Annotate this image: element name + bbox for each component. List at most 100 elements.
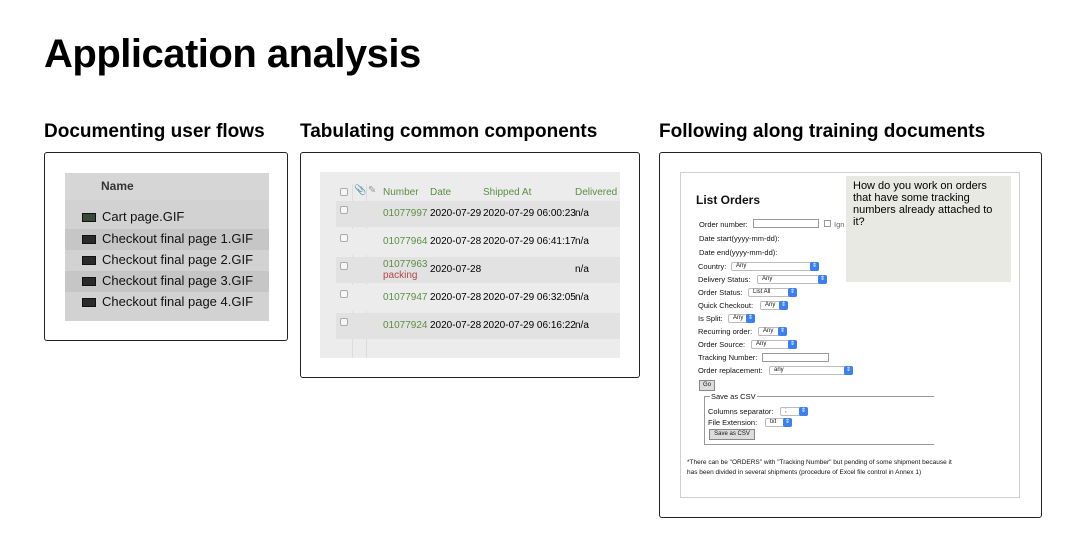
columns-separator-label: Columns separator: <box>708 407 774 416</box>
column-header-number[interactable]: Number <box>383 187 419 198</box>
order-replacement-select[interactable]: any ⇕ <box>769 366 853 375</box>
row-checkbox[interactable] <box>340 262 348 270</box>
table-row[interactable]: 01077947 2020-07-28 2020-07-29 06:32:05 … <box>336 285 620 311</box>
order-number-link[interactable]: 01077947 <box>383 292 428 303</box>
attachment-icon: 📎 <box>354 185 367 196</box>
order-number-input[interactable] <box>753 219 819 228</box>
chevron-up-down-icon: ⇕ <box>783 418 792 427</box>
table-header-row: 📎 ✎ Number Date Shipped At Delivered <box>320 184 620 200</box>
chevron-up-down-icon: ⇕ <box>810 262 819 271</box>
order-source-select[interactable]: Any ⇕ <box>751 340 797 349</box>
edit-icon: ✎ <box>368 185 377 196</box>
file-row[interactable]: Checkout final page 3.GIF <box>65 271 269 292</box>
chevron-up-down-icon: ⇕ <box>818 275 827 284</box>
shipped-at: 2020-07-29 06:32:05 <box>483 292 576 303</box>
gif-file-icon <box>82 213 96 222</box>
recurring-order-value: Any <box>763 328 774 334</box>
save-as-csv-button[interactable]: Save as CSV <box>709 429 755 440</box>
row-checkbox[interactable] <box>340 206 348 214</box>
file-row[interactable]: Checkout final page 2.GIF <box>65 250 269 271</box>
table-row[interactable]: 01077997 2020-07-29 2020-07-29 06:00:23 … <box>336 201 620 227</box>
select-all-checkbox[interactable] <box>340 188 348 196</box>
file-name: Cart page.GIF <box>102 209 185 224</box>
order-date: 2020-07-28 <box>430 320 482 331</box>
column-header-date[interactable]: Date <box>430 187 452 198</box>
file-row[interactable]: Checkout final page 4.GIF <box>65 292 269 313</box>
save-as-csv-legend: Save as CSV <box>710 392 757 401</box>
training-docs-card: List Orders How do you work on orders th… <box>659 152 1042 518</box>
order-number-link[interactable]: 01077963 <box>383 259 428 270</box>
delivery-status-label: Delivery Status: <box>698 275 751 284</box>
section-title-user-flows: Documenting user flows <box>44 121 265 142</box>
table-row[interactable]: 01077964 2020-07-28 2020-07-29 06:41:17 … <box>336 229 620 255</box>
ign-checkbox[interactable] <box>824 220 831 227</box>
file-list-header: Name <box>65 173 269 200</box>
country-select[interactable]: Any ⇕ <box>731 262 819 271</box>
gif-file-icon <box>82 256 96 265</box>
order-source-label: Order Source: <box>698 340 746 349</box>
tooltip-comment: How do you work on orders that have some… <box>846 176 1011 282</box>
chevron-up-down-icon: ⇕ <box>779 301 788 310</box>
delivered: n/a <box>575 264 589 275</box>
order-status-label: packing <box>383 270 418 281</box>
country-label: Country: <box>698 262 727 271</box>
shipped-at: 2020-07-29 06:00:23 <box>483 208 576 219</box>
date-end-label: Date end(yyyy-mm-dd): <box>699 248 778 257</box>
file-row[interactable]: Cart page.GIF <box>65 207 269 228</box>
file-row[interactable]: Checkout final page 1.GIF <box>65 229 269 250</box>
file-extension-select[interactable]: txt ⇕ <box>765 418 792 427</box>
order-date: 2020-07-28 <box>430 236 482 247</box>
row-checkbox[interactable] <box>340 318 348 326</box>
row-checkbox[interactable] <box>340 290 348 298</box>
delivered: n/a <box>575 236 589 247</box>
table-row[interactable]: 01077963 packing 2020-07-28 n/a <box>336 257 620 283</box>
order-number-link[interactable]: 01077924 <box>383 320 428 331</box>
recurring-order-label: Recurring order: <box>698 327 753 336</box>
chevron-up-down-icon: ⇕ <box>799 407 808 416</box>
delivered: n/a <box>575 320 589 331</box>
go-button[interactable]: Go <box>699 380 715 391</box>
delivery-status-select[interactable]: Any ⇕ <box>757 275 827 284</box>
quick-checkout-label: Quick Checkout: <box>698 301 754 310</box>
file-name: Checkout final page 1.GIF <box>102 231 254 246</box>
order-date: 2020-07-28 <box>430 292 482 303</box>
quick-checkout-select[interactable]: Any ⇕ <box>760 301 788 310</box>
list-orders-title: List Orders <box>696 193 761 207</box>
save-as-csv-fieldset <box>704 396 934 445</box>
country-value: Any <box>736 263 747 269</box>
orders-table: 📎 ✎ Number Date Shipped At Delivered 010… <box>320 172 620 358</box>
is-split-label: Is Split: <box>698 314 723 323</box>
file-extension-value: txt <box>770 419 777 425</box>
recurring-order-select[interactable]: Any ⇕ <box>758 327 787 336</box>
is-split-value: Any <box>733 315 744 321</box>
date-start-label: Date start(yyyy-mm-dd): <box>699 234 780 243</box>
ign-label: Ign <box>834 220 845 229</box>
tracking-number-input[interactable] <box>762 353 829 362</box>
file-name: Checkout final page 2.GIF <box>102 252 254 267</box>
gif-file-icon <box>82 235 96 244</box>
chevron-up-down-icon: ⇕ <box>844 366 853 375</box>
columns-separator-value: ; <box>785 408 787 414</box>
table-row[interactable]: 01077924 2020-07-28 2020-07-29 06:16:22 … <box>336 313 620 339</box>
columns-separator-select[interactable]: ; ⇕ <box>780 407 808 416</box>
order-source-value: Any <box>756 341 767 347</box>
order-replacement-value: any <box>774 367 784 373</box>
shipped-at: 2020-07-29 06:16:22 <box>483 320 576 331</box>
column-header-shipped-at[interactable]: Shipped At <box>483 187 532 198</box>
page-title: Application analysis <box>44 32 421 76</box>
order-status-value: List All <box>753 289 771 295</box>
order-number-link[interactable]: 01077964 <box>383 236 428 247</box>
is-split-select[interactable]: Any ⇕ <box>728 314 755 323</box>
row-checkbox[interactable] <box>340 234 348 242</box>
gif-file-icon <box>82 277 96 286</box>
order-number-link[interactable]: 01077997 <box>383 208 428 219</box>
list-orders-form: List Orders How do you work on orders th… <box>680 172 1020 498</box>
user-flows-card: Name Cart page.GIF Checkout final page 1… <box>44 152 288 341</box>
components-card: 📎 ✎ Number Date Shipped At Delivered 010… <box>300 152 640 378</box>
chevron-up-down-icon: ⇕ <box>788 288 797 297</box>
delivered: n/a <box>575 208 589 219</box>
section-title-training-docs: Following along training documents <box>659 121 986 142</box>
column-header-delivered[interactable]: Delivered <box>575 187 618 198</box>
order-status-select[interactable]: List All ⇕ <box>748 288 797 297</box>
order-date: 2020-07-29 <box>430 208 482 219</box>
